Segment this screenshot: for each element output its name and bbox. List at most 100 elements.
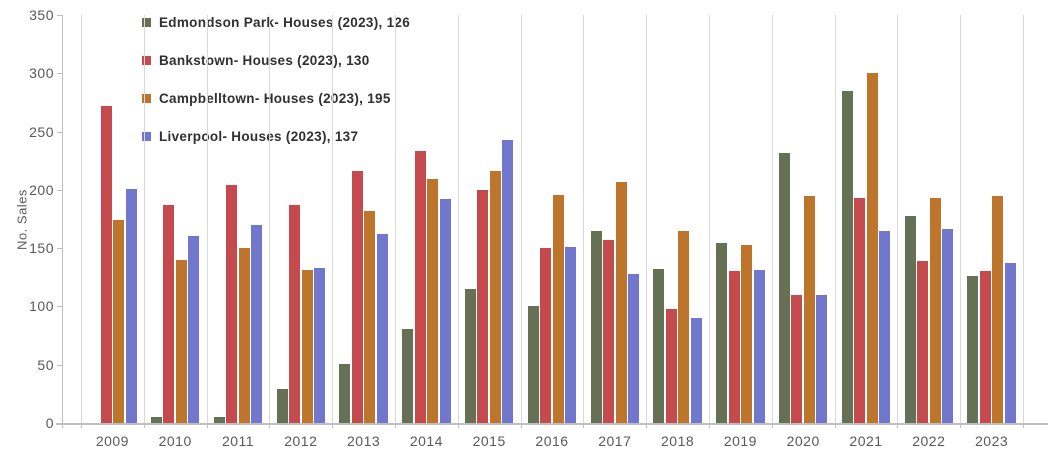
- legend-label: Campbelltown- Houses (2023), 195: [159, 90, 391, 106]
- bar-bankstown-2010: [163, 205, 175, 423]
- bar-bankstown-2017: [603, 239, 615, 423]
- bar-liverpool-2016: [565, 246, 577, 423]
- bar-edmondson-park-2013: [339, 363, 351, 423]
- x-axis-tick: [206, 423, 208, 428]
- bar-bankstown-2015: [477, 189, 489, 423]
- x-axis-tick: [583, 423, 585, 428]
- category-gridline: [771, 15, 773, 423]
- bar-campbelltown-2019: [741, 244, 753, 423]
- x-axis-tick: [771, 423, 773, 428]
- bar-campbelltown-2012: [301, 270, 313, 423]
- category-gridline: [520, 15, 522, 423]
- category-gridline: [709, 15, 710, 423]
- bar-bankstown-2012: [289, 205, 301, 423]
- bar-edmondson-park-2015: [464, 288, 476, 423]
- legend-swatch-icon: [142, 93, 151, 103]
- x-tick-label-2011: 2011: [221, 433, 255, 449]
- bar-liverpool-2013: [376, 234, 388, 423]
- x-axis-tick: [81, 423, 82, 428]
- bar-liverpool-2009: [125, 188, 137, 423]
- bar-liverpool-2021: [879, 230, 891, 423]
- x-axis-line: [56, 423, 1048, 425]
- bar-campbelltown-2022: [929, 198, 941, 423]
- bar-bankstown-2013: [351, 171, 363, 423]
- bar-liverpool-2023: [1004, 263, 1016, 423]
- x-tick-label-2010: 2010: [158, 433, 192, 449]
- category-gridline: [269, 15, 271, 423]
- bar-campbelltown-2021: [866, 73, 878, 423]
- x-axis-tick: [709, 423, 710, 428]
- category-gridline: [206, 15, 208, 423]
- bar-liverpool-2019: [753, 270, 765, 423]
- y-axis-tick: [57, 364, 62, 366]
- x-tick-label-2022: 2022: [912, 433, 946, 449]
- bar-bankstown-2023: [979, 271, 991, 423]
- bar-edmondson-park-2012: [276, 389, 288, 423]
- bar-campbelltown-2009: [113, 220, 125, 423]
- legend-swatch-icon: [142, 131, 151, 141]
- bar-edmondson-park-2014: [402, 328, 414, 423]
- x-tick-label-2021: 2021: [849, 433, 883, 449]
- x-tick-label-2009: 2009: [95, 433, 129, 449]
- x-axis-tick: [960, 423, 962, 428]
- bar-edmondson-park-2022: [904, 215, 916, 423]
- bar-liverpool-2020: [816, 294, 828, 423]
- bar-bankstown-2014: [414, 151, 426, 423]
- category-gridline: [81, 15, 82, 423]
- bar-edmondson-park-2018: [653, 269, 665, 423]
- legend-item-4: Liverpool- Houses (2023), 137: [142, 128, 410, 144]
- x-axis-tick: [646, 423, 648, 428]
- bar-bankstown-2009: [100, 105, 112, 423]
- category-gridline: [960, 15, 962, 423]
- legend-swatch-icon: [142, 55, 151, 65]
- y-axis-tick: [57, 131, 62, 133]
- bar-campbelltown-2016: [552, 194, 564, 423]
- bar-bankstown-2018: [665, 308, 677, 423]
- x-tick-label-2013: 2013: [347, 433, 381, 449]
- x-tick-label-2017: 2017: [598, 433, 632, 449]
- category-gridline: [143, 15, 145, 423]
- bar-bankstown-2016: [540, 248, 552, 423]
- category-gridline: [395, 15, 396, 423]
- y-tick-label: 50: [37, 356, 54, 373]
- legend-item-3: Campbelltown- Houses (2023), 195: [142, 90, 410, 106]
- bar-liverpool-2014: [439, 199, 451, 423]
- category-gridline: [646, 15, 648, 423]
- bar-edmondson-park-2016: [527, 306, 539, 423]
- bar-bankstown-2011: [226, 185, 238, 423]
- bar-bankstown-2020: [791, 294, 803, 423]
- legend-item-1: Edmondson Park- Houses (2023), 126: [142, 14, 410, 30]
- category-gridline: [583, 15, 585, 423]
- y-tick-label: 250: [29, 123, 54, 140]
- bar-edmondson-park-2023: [967, 276, 979, 423]
- bar-edmondson-park-2021: [841, 90, 853, 423]
- y-axis-tick: [57, 73, 62, 75]
- y-tick-label: 0: [45, 415, 54, 431]
- bar-edmondson-park-2011: [213, 417, 225, 423]
- bar-campbelltown-2014: [427, 179, 439, 423]
- x-axis-tick: [395, 423, 396, 428]
- y-axis-line: [62, 15, 63, 428]
- legend-label: Liverpool- Houses (2023), 137: [159, 128, 359, 144]
- x-axis-tick: [332, 423, 334, 428]
- legend-swatch-icon: [142, 17, 151, 27]
- x-tick-label-2014: 2014: [409, 433, 443, 449]
- x-tick-label-2020: 2020: [786, 433, 820, 449]
- bar-liverpool-2017: [628, 273, 640, 423]
- category-gridline: [1023, 15, 1024, 423]
- legend-item-2: Bankstown- Houses (2023), 130: [142, 52, 410, 68]
- bar-campbelltown-2018: [678, 230, 690, 423]
- x-axis-tick: [143, 423, 145, 428]
- legend-label: Bankstown- Houses (2023), 130: [159, 52, 370, 68]
- bar-edmondson-park-2020: [778, 152, 790, 423]
- bar-liverpool-2022: [942, 229, 954, 423]
- bar-campbelltown-2020: [803, 195, 815, 423]
- bar-bankstown-2021: [854, 198, 866, 423]
- category-gridline: [457, 15, 459, 423]
- y-tick-label: 300: [29, 65, 54, 82]
- y-axis-tick: [57, 15, 62, 16]
- y-tick-label: 200: [29, 181, 54, 198]
- bar-edmondson-park-2019: [716, 243, 728, 423]
- bar-campbelltown-2010: [175, 259, 187, 423]
